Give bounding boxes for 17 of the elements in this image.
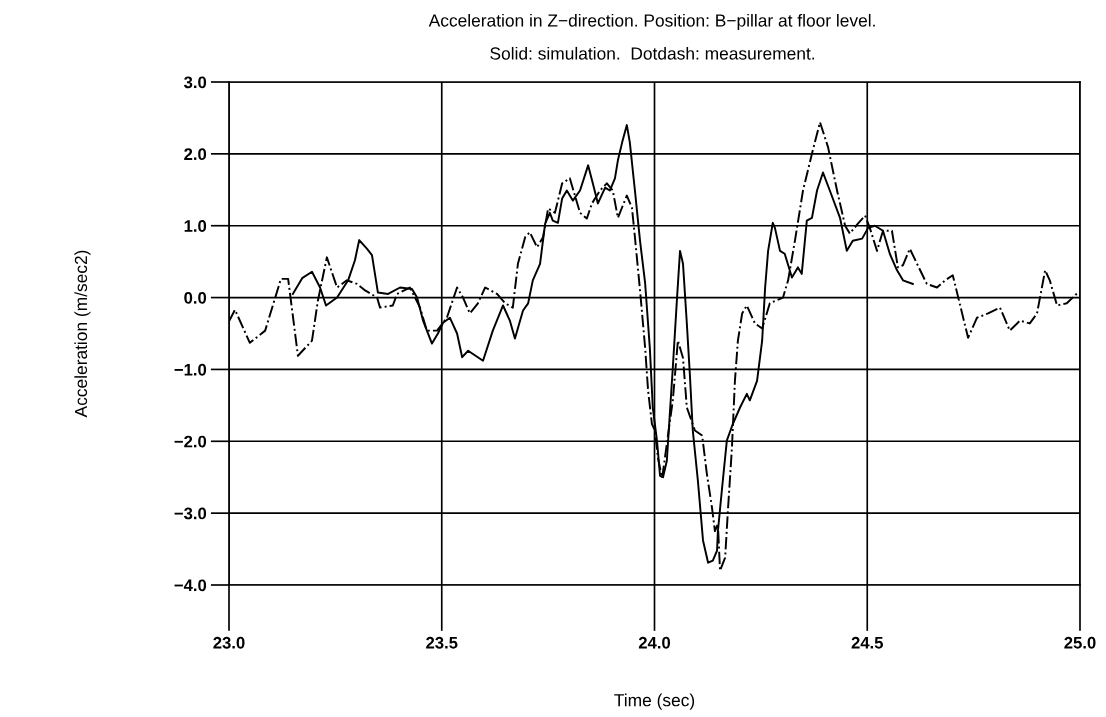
x-tick-label: 24.5 — [851, 636, 884, 649]
y-tick-label: 2.0 — [184, 148, 207, 161]
y-tick-label: −4.0 — [174, 579, 207, 592]
chart-subtitle: Solid: simulation. Dotdash: measurement. — [490, 46, 815, 60]
y-tick-label: 0.0 — [184, 291, 207, 304]
x-axis-title: Time (sec) — [614, 693, 695, 710]
x-tick-label: 23.0 — [213, 636, 245, 649]
y-tick-label: 3.0 — [183, 76, 207, 89]
x-tick-label: 25.0 — [1064, 636, 1096, 649]
x-tick-label: 23.5 — [426, 636, 458, 649]
y-tick-label: −2.0 — [174, 435, 207, 448]
x-tick-label: 24.0 — [638, 636, 671, 649]
y-tick-label: −3.0 — [174, 507, 207, 520]
y-tick-label: 1.0 — [184, 220, 207, 232]
y-axis-title: Acceleration (m/sec2) — [74, 250, 91, 418]
y-tick-label: −1.0 — [174, 363, 207, 376]
chart-title: Acceleration in Z−direction. Position: B−pillar at floor level. — [428, 13, 875, 31]
